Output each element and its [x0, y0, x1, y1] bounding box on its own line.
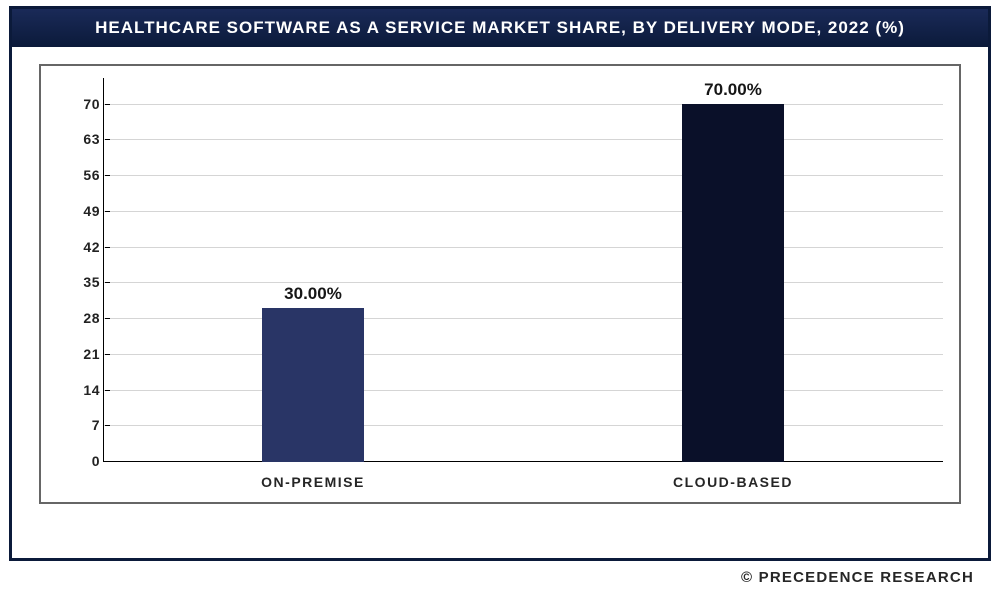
y-tick-label: 0 [76, 453, 104, 469]
bar-slot: 30.00%ON-PREMISE [103, 78, 523, 462]
y-tick-label: 56 [76, 167, 104, 183]
plot-frame: 07142128354249566370 30.00%ON-PREMISE70.… [39, 64, 961, 504]
y-tick-label: 14 [76, 382, 104, 398]
category-label: CLOUD-BASED [673, 474, 793, 490]
y-tick-label: 7 [76, 417, 104, 433]
chart-outer-frame: HEALTHCARE SOFTWARE AS A SERVICE MARKET … [9, 6, 991, 561]
y-tick-label: 70 [76, 96, 104, 112]
bar: 30.00% [262, 308, 364, 462]
category-label: ON-PREMISE [261, 474, 365, 490]
bar: 70.00% [682, 104, 784, 462]
y-tick-label: 63 [76, 131, 104, 147]
y-tick-label: 35 [76, 274, 104, 290]
chart-title: HEALTHCARE SOFTWARE AS A SERVICE MARKET … [12, 9, 988, 47]
bar-value-label: 70.00% [704, 80, 762, 100]
attribution-text: © PRECEDENCE RESEARCH [741, 569, 974, 586]
y-tick-label: 28 [76, 310, 104, 326]
y-tick-label: 49 [76, 203, 104, 219]
chart-area: 07142128354249566370 30.00%ON-PREMISE70.… [103, 78, 943, 462]
y-tick-label: 42 [76, 239, 104, 255]
bar-value-label: 30.00% [284, 284, 342, 304]
y-tick-label: 21 [76, 346, 104, 362]
bar-slot: 70.00%CLOUD-BASED [523, 78, 943, 462]
bars-container: 30.00%ON-PREMISE70.00%CLOUD-BASED [103, 78, 943, 462]
